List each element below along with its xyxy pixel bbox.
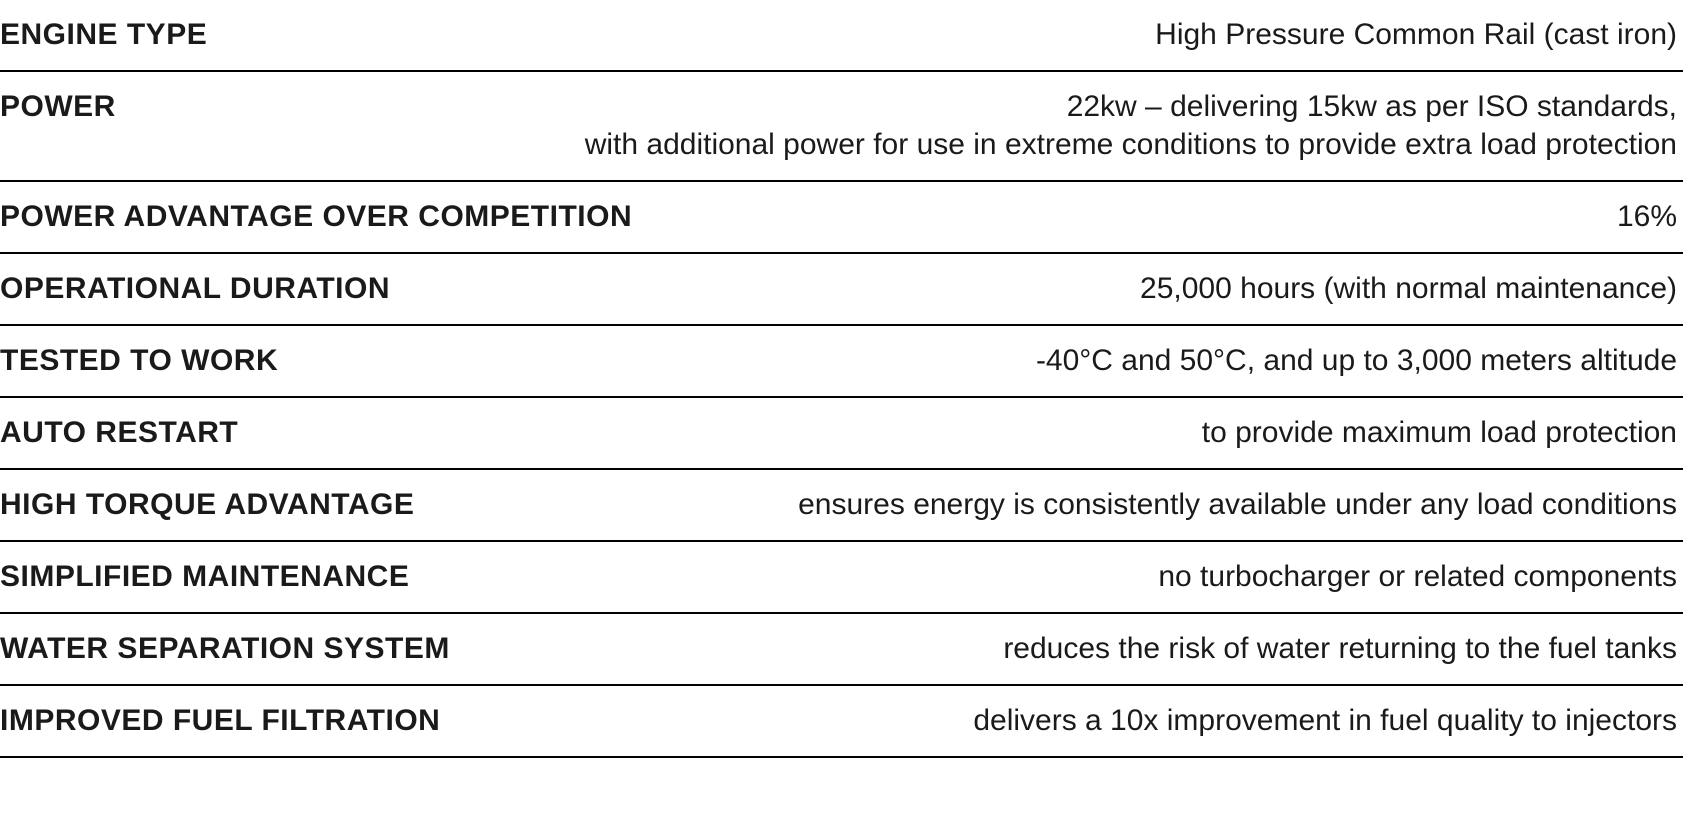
spec-label: WATER SEPARATION SYSTEM (0, 632, 450, 666)
table-row: OPERATIONAL DURATION 25,000 hours (with … (0, 254, 1683, 326)
spec-line: SIMPLIFIED MAINTENANCE no turbocharger o… (0, 560, 1677, 594)
spec-value: delivers a 10x improvement in fuel quali… (973, 704, 1677, 738)
spec-value: -40°C and 50°C, and up to 3,000 meters a… (1036, 344, 1677, 378)
table-row: ENGINE TYPE High Pressure Common Rail (c… (0, 0, 1683, 72)
spec-line: WATER SEPARATION SYSTEM reduces the risk… (0, 632, 1677, 666)
spec-label: TESTED TO WORK (0, 344, 278, 378)
spec-value-continuation: with additional power for use in extreme… (0, 128, 1677, 162)
spec-label: ENGINE TYPE (0, 18, 207, 52)
table-row: IMPROVED FUEL FILTRATION delivers a 10x … (0, 686, 1683, 758)
table-row: HIGH TORQUE ADVANTAGE ensures energy is … (0, 470, 1683, 542)
spec-table: ENGINE TYPE High Pressure Common Rail (c… (0, 0, 1683, 758)
spec-label: HIGH TORQUE ADVANTAGE (0, 488, 414, 522)
table-row: POWER 22kw – delivering 15kw as per ISO … (0, 72, 1683, 182)
spec-value: 16% (1617, 200, 1677, 234)
table-row: POWER ADVANTAGE OVER COMPETITION 16% (0, 182, 1683, 254)
spec-value: High Pressure Common Rail (cast iron) (1155, 18, 1677, 52)
spec-value: to provide maximum load protection (1202, 416, 1677, 450)
spec-label: AUTO RESTART (0, 416, 238, 450)
table-row: AUTO RESTART to provide maximum load pro… (0, 398, 1683, 470)
spec-value: 22kw – delivering 15kw as per ISO standa… (1067, 90, 1677, 124)
spec-line: HIGH TORQUE ADVANTAGE ensures energy is … (0, 488, 1677, 522)
spec-line: TESTED TO WORK -40°C and 50°C, and up to… (0, 344, 1677, 378)
table-row: TESTED TO WORK -40°C and 50°C, and up to… (0, 326, 1683, 398)
table-row: SIMPLIFIED MAINTENANCE no turbocharger o… (0, 542, 1683, 614)
spec-label: POWER (0, 90, 116, 124)
spec-label: OPERATIONAL DURATION (0, 272, 390, 306)
spec-value: no turbocharger or related components (1158, 560, 1677, 594)
spec-line: OPERATIONAL DURATION 25,000 hours (with … (0, 272, 1677, 306)
table-row: WATER SEPARATION SYSTEM reduces the risk… (0, 614, 1683, 686)
spec-label: IMPROVED FUEL FILTRATION (0, 704, 440, 738)
spec-line: ENGINE TYPE High Pressure Common Rail (c… (0, 18, 1677, 52)
spec-line: POWER ADVANTAGE OVER COMPETITION 16% (0, 200, 1677, 234)
spec-value: ensures energy is consistently available… (798, 488, 1677, 522)
spec-value: reduces the risk of water returning to t… (1003, 632, 1677, 666)
spec-line: AUTO RESTART to provide maximum load pro… (0, 416, 1677, 450)
spec-label: POWER ADVANTAGE OVER COMPETITION (0, 200, 632, 234)
spec-line: IMPROVED FUEL FILTRATION delivers a 10x … (0, 704, 1677, 738)
spec-value: 25,000 hours (with normal maintenance) (1140, 272, 1677, 306)
spec-line: POWER 22kw – delivering 15kw as per ISO … (0, 90, 1677, 124)
spec-label: SIMPLIFIED MAINTENANCE (0, 560, 409, 594)
